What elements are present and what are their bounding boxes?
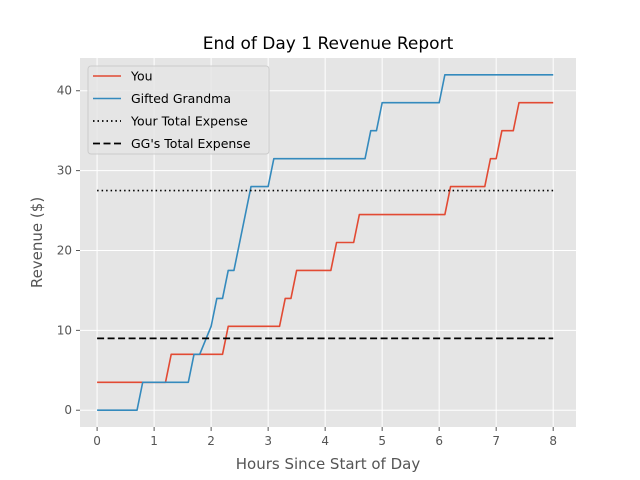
y-ticks: 0 10 20 30 40	[57, 84, 80, 417]
y-tick-label: 10	[57, 323, 72, 337]
x-tick-label: 5	[378, 434, 386, 448]
x-tick-label: 0	[93, 434, 101, 448]
legend-label: Gifted Grandma	[131, 91, 231, 106]
series-line-1	[97, 73, 554, 412]
series-group	[97, 73, 554, 412]
y-tick-label: 0	[64, 403, 72, 417]
legend-box	[87, 65, 270, 155]
x-tick-label: 8	[549, 434, 557, 448]
x-axis-label: Hours Since Start of Day	[236, 455, 421, 473]
y-tick-label: 20	[57, 243, 72, 257]
x-tick-label: 2	[207, 434, 215, 448]
legend-label: Your Total Expense	[130, 114, 248, 129]
legend: You Gifted Grandma Your Total Expense GG's …	[87, 65, 270, 155]
chart-title: End of Day 1 Revenue Report	[203, 34, 454, 54]
legend-label: You	[130, 69, 153, 84]
x-tick-label: 6	[435, 434, 443, 448]
y-axis-label: Revenue ($)	[28, 197, 46, 288]
legend-label: GG's Total Expense	[131, 136, 251, 151]
x-tick-label: 3	[264, 434, 272, 448]
x-tick-label: 7	[492, 434, 500, 448]
x-ticks: 0 1 2 3 4 5 6 7 8	[93, 427, 557, 448]
x-tick-label: 1	[150, 434, 158, 448]
x-tick-label: 4	[321, 434, 329, 448]
y-tick-label: 40	[57, 84, 72, 98]
series-line-0	[97, 101, 554, 384]
y-tick-label: 30	[57, 164, 72, 178]
